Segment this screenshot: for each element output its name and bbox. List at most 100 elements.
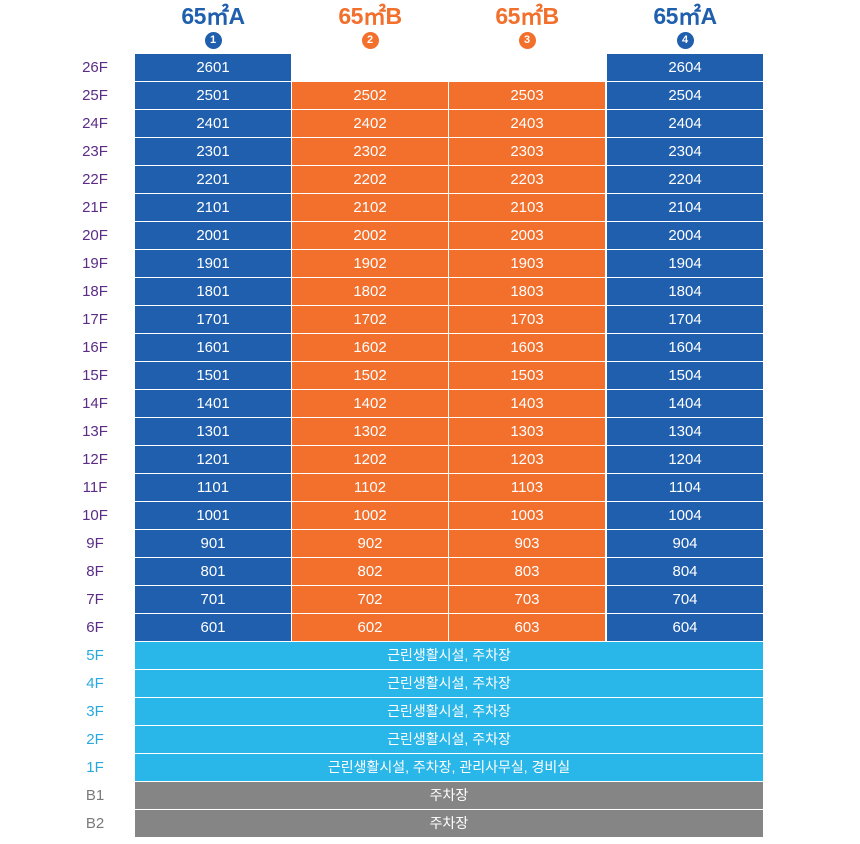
floor-label: 10F: [82, 507, 108, 524]
unit-cell: 1304: [607, 418, 763, 445]
facility-cell: 근린생활시설, 주차장: [135, 670, 763, 697]
unit-number-badge: 3: [518, 32, 536, 49]
unit-cell: 2004: [607, 222, 763, 249]
unit-cell: 2301: [135, 138, 291, 165]
unit-cell: 804: [607, 558, 763, 585]
unit-cell: 2204: [607, 166, 763, 193]
floor-row: 8F 801 802 803 804: [0, 558, 860, 585]
facility-cell: 근린생활시설, 주차장, 관리사무실, 경비실: [135, 754, 763, 781]
unit-cell: 2303: [449, 138, 605, 165]
unit-type-title: 65㎡A: [653, 3, 717, 29]
floor-label: 11F: [82, 479, 108, 496]
unit-cell: 2401: [135, 110, 291, 137]
unit-cell: 1301: [135, 418, 291, 445]
parking-cell: 주차장: [135, 810, 763, 837]
parking-row: B1 주차장: [0, 782, 860, 809]
unit-cell: 1504: [607, 362, 763, 389]
unit-cell: 1503: [449, 362, 605, 389]
unit-type-header: 65㎡A 1 65㎡B 2 65㎡B 3 65㎡A 4: [0, 0, 860, 54]
unit-cell: 1403: [449, 390, 605, 417]
unit-type-title: 65㎡B: [495, 3, 559, 29]
facility-row: 1F 근린생활시설, 주차장, 관리사무실, 경비실: [0, 754, 860, 781]
unit-cell: 704: [607, 586, 763, 613]
unit-cell: 1501: [135, 362, 291, 389]
floor-label: 5F: [86, 647, 104, 664]
unit-cell: 1001: [135, 502, 291, 529]
floor-row: 11F 1101 1102 1103 1104: [0, 474, 860, 501]
unit-cell: 2102: [292, 194, 448, 221]
unit-cell: 2203: [449, 166, 605, 193]
unit-cell: 903: [449, 530, 605, 557]
unit-cell: 2103: [449, 194, 605, 221]
unit-cell: 1401: [135, 390, 291, 417]
floor-row: 15F 1501 1502 1503 1504: [0, 362, 860, 389]
unit-cell: 1003: [449, 502, 605, 529]
parking-row: B2 주차장: [0, 810, 860, 837]
unit-cell: 1303: [449, 418, 605, 445]
unit-cell: 603: [449, 614, 605, 641]
unit-cell: 2002: [292, 222, 448, 249]
facility-cell: 근린생활시설, 주차장: [135, 698, 763, 725]
parking-cell: 주차장: [135, 782, 763, 809]
unit-cell: 801: [135, 558, 291, 585]
unit-cell: 2502: [292, 82, 448, 109]
unit-cell: 2001: [135, 222, 291, 249]
unit-cell: 904: [607, 530, 763, 557]
floor-row: 9F 901 902 903 904: [0, 530, 860, 557]
unit-cell: 2101: [135, 194, 291, 221]
unit-cell: 1402: [292, 390, 448, 417]
unit-cell: 1703: [449, 306, 605, 333]
unit-cell: 2104: [607, 194, 763, 221]
unit-cell: 803: [449, 558, 605, 585]
floor-label: 3F: [86, 703, 104, 720]
unit-cell: 701: [135, 586, 291, 613]
column-header-2: 65㎡B 2: [292, 0, 448, 49]
floor-label: 24F: [82, 115, 108, 132]
unit-cell: 1904: [607, 250, 763, 277]
unit-cell: 1302: [292, 418, 448, 445]
unit-cell: 702: [292, 586, 448, 613]
unit-cell: 1004: [607, 502, 763, 529]
facility-cell: 근린생활시설, 주차장: [135, 726, 763, 753]
unit-cell: 2304: [607, 138, 763, 165]
unit-cell: 1801: [135, 278, 291, 305]
floor-row: 12F 1201 1202 1203 1204: [0, 446, 860, 473]
floor-label: 9F: [86, 535, 104, 552]
unit-cell: 703: [449, 586, 605, 613]
facility-row: 5F 근린생활시설, 주차장: [0, 642, 860, 669]
unit-number-badge: 1: [204, 32, 222, 49]
floor-label: 16F: [82, 339, 108, 356]
floor-row: 18F 1801 1802 1803 1804: [0, 278, 860, 305]
unit-cell: 1404: [607, 390, 763, 417]
facility-row: 3F 근린생활시설, 주차장: [0, 698, 860, 725]
floor-row: 25F 2501 2502 2503 2504: [0, 82, 860, 109]
unit-cell: 1602: [292, 334, 448, 361]
floor-row: 19F 1901 1902 1903 1904: [0, 250, 860, 277]
floor-label: 22F: [82, 171, 108, 188]
floor-label: 20F: [82, 227, 108, 244]
unit-cell: 1203: [449, 446, 605, 473]
unit-cell: 2302: [292, 138, 448, 165]
floor-label: 6F: [86, 619, 104, 636]
unit-type-title: 65㎡A: [181, 3, 245, 29]
floor-row: 23F 2301 2302 2303 2304: [0, 138, 860, 165]
unit-cell: 1604: [607, 334, 763, 361]
unit-cell: 902: [292, 530, 448, 557]
unit-cell: 1702: [292, 306, 448, 333]
unit-cell: 2202: [292, 166, 448, 193]
unit-cell: 2201: [135, 166, 291, 193]
floor-label: 19F: [82, 255, 108, 272]
floor-label: 14F: [82, 395, 108, 412]
floor-row: 16F 1601 1602 1603 1604: [0, 334, 860, 361]
floor-label: 17F: [82, 311, 108, 328]
floor-row: 14F 1401 1402 1403 1404: [0, 390, 860, 417]
floor-label: 18F: [82, 283, 108, 300]
unit-number-badge: 2: [361, 32, 379, 49]
unit-cell: 901: [135, 530, 291, 557]
unit-cell: 1104: [607, 474, 763, 501]
facility-row: 4F 근린생활시설, 주차장: [0, 670, 860, 697]
floor-row: 22F 2201 2202 2203 2204: [0, 166, 860, 193]
floor-label: 21F: [82, 199, 108, 216]
unit-cell: 1603: [449, 334, 605, 361]
floor-label: 15F: [82, 367, 108, 384]
